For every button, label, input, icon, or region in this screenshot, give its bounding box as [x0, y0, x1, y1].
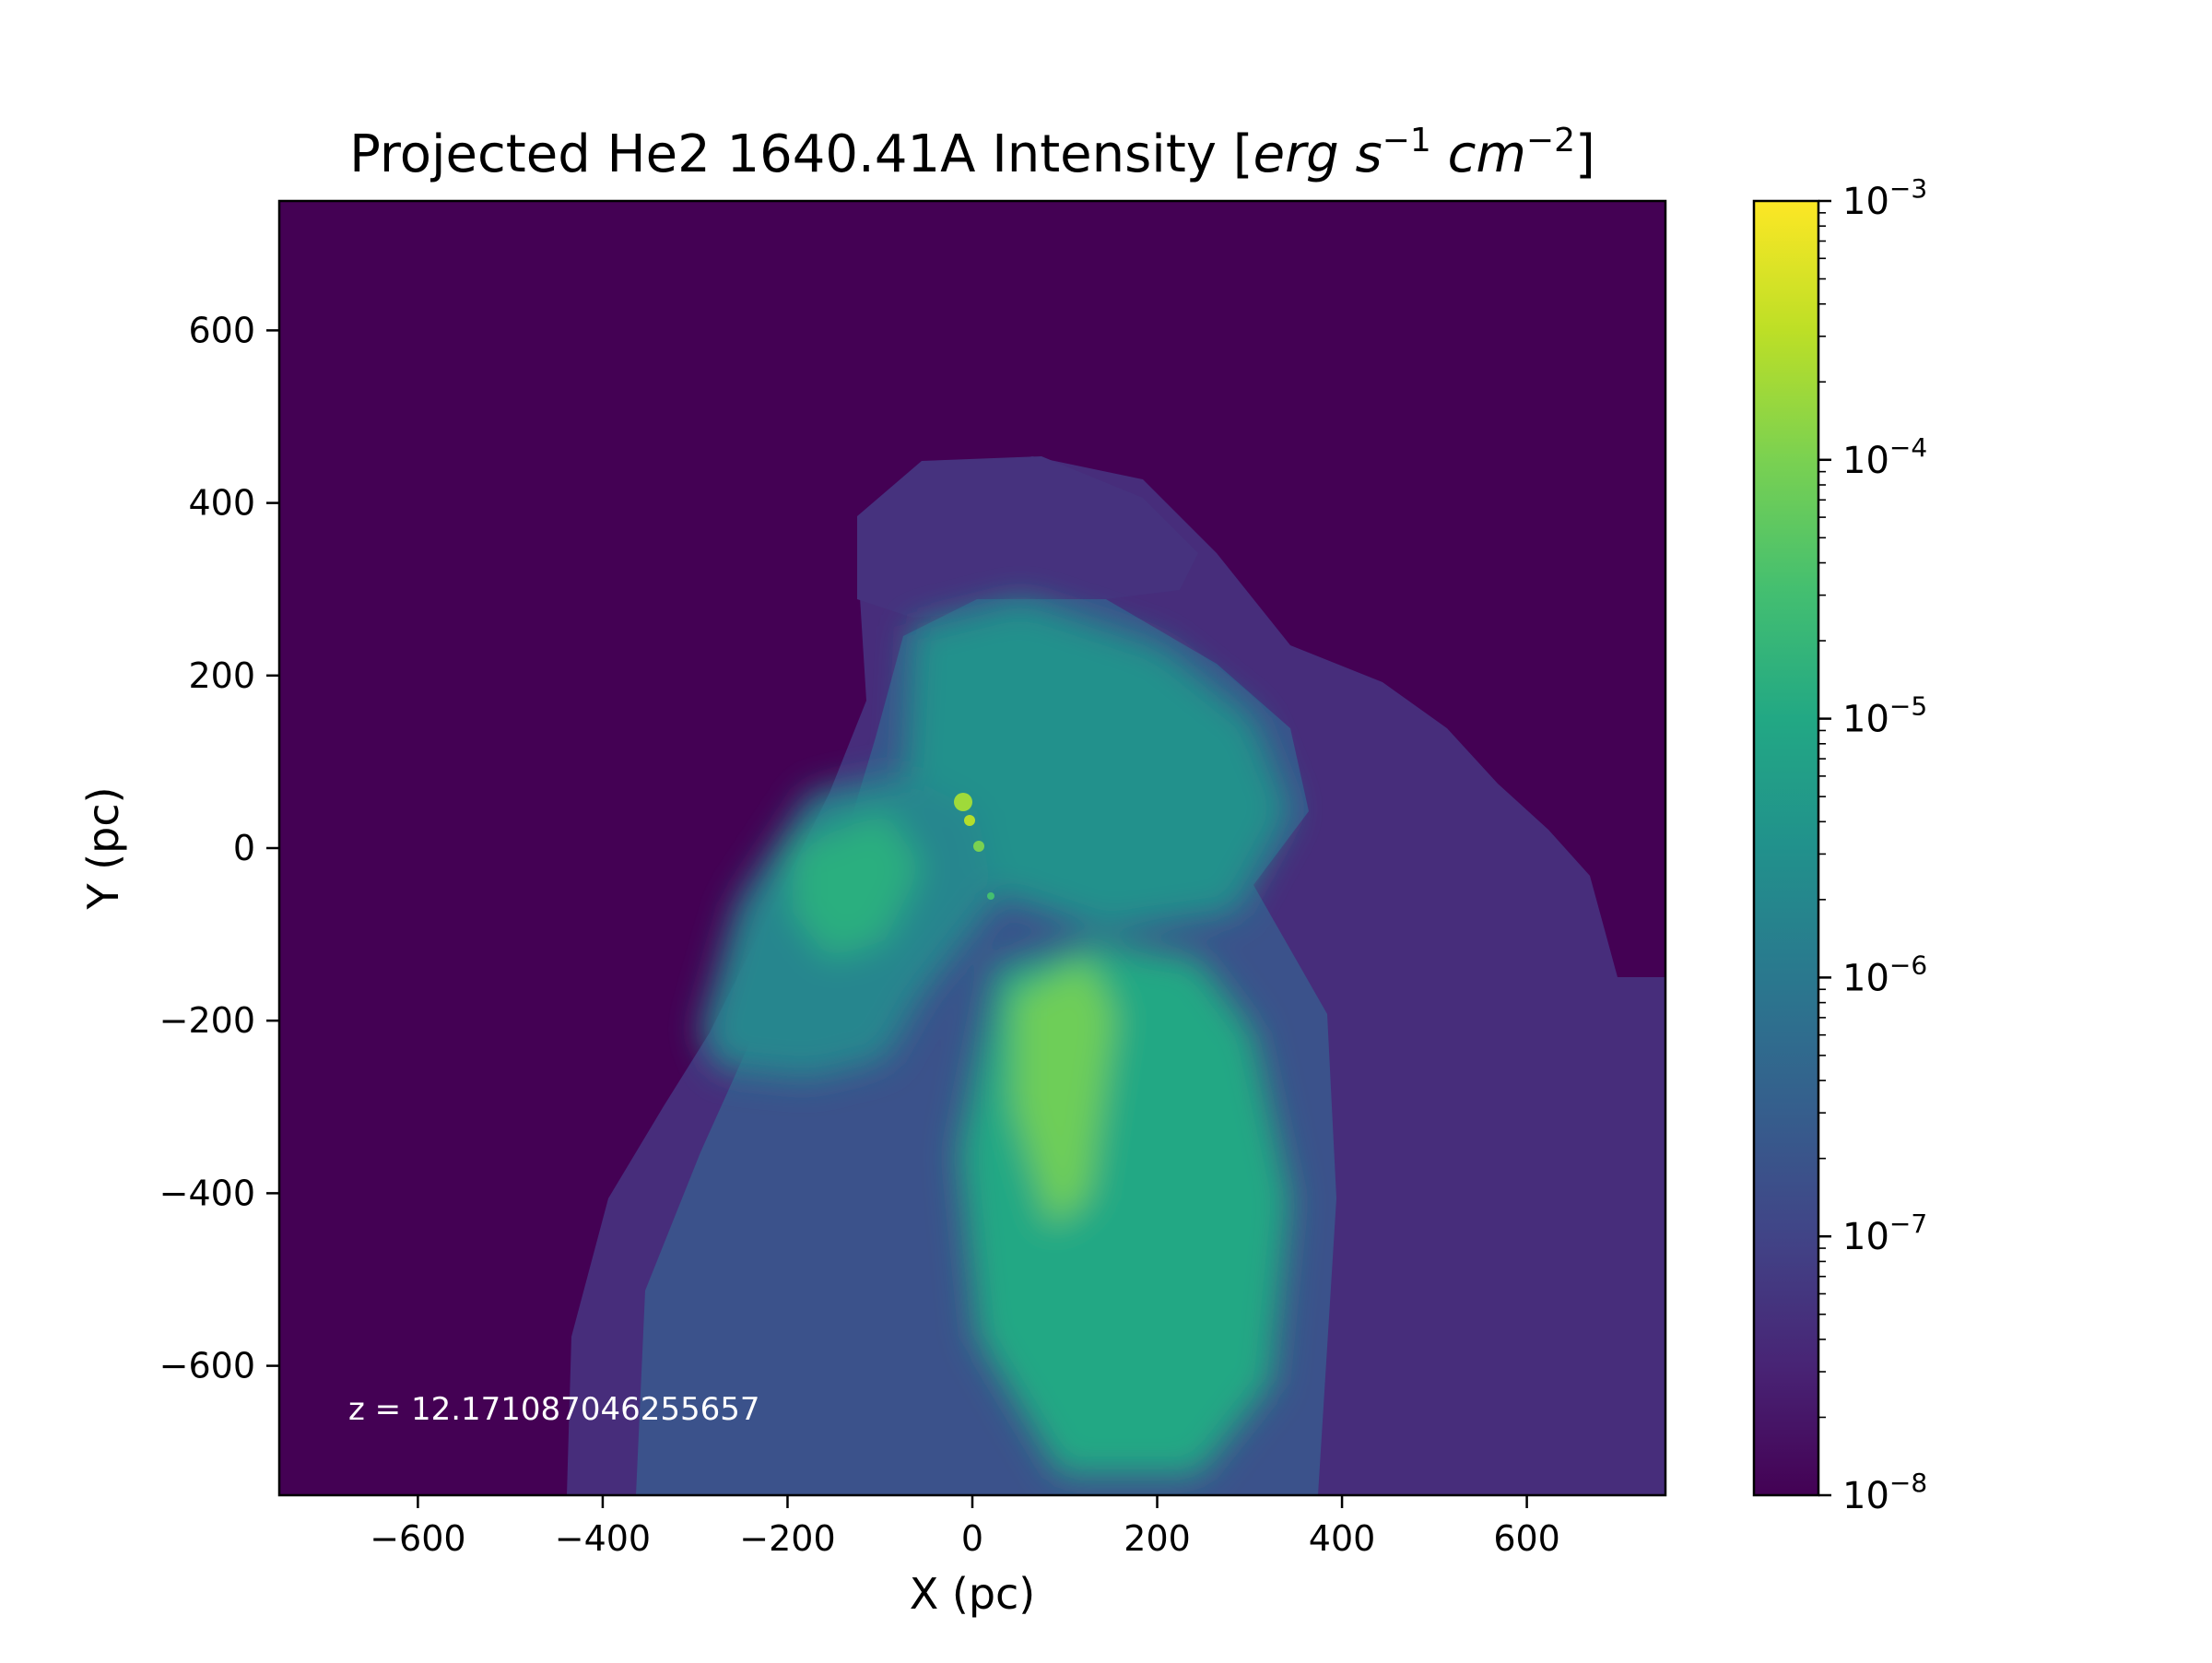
- y-tick-label: 400: [188, 483, 255, 524]
- y-tick-label: −200: [159, 1000, 255, 1041]
- colorbar-tick-label: 10−5: [1842, 691, 1927, 741]
- x-axis: −600 −400 −200 0 200 400 600: [370, 1495, 1560, 1559]
- colorbar-tick-label: 10−8: [1842, 1468, 1927, 1517]
- x-tick-label: −200: [739, 1518, 835, 1559]
- x-axis-label: X (pc): [910, 1569, 1036, 1619]
- colorbar-tick-label: 10−3: [1842, 173, 1927, 223]
- heatmap-image: [279, 201, 1665, 1495]
- bright-knot: [987, 892, 994, 900]
- x-tick-label: −600: [370, 1518, 465, 1559]
- x-tick-label: 0: [961, 1518, 983, 1559]
- colorbar-tick-label: 10−4: [1842, 432, 1927, 482]
- bright-knot: [964, 815, 975, 826]
- x-tick-label: 400: [1309, 1518, 1376, 1559]
- upper-cap: [857, 456, 1198, 618]
- colorbar: [1752, 199, 1820, 1497]
- colorbar-tick-label: 10−6: [1842, 949, 1927, 999]
- y-tick-label: −600: [159, 1346, 255, 1386]
- colorbar-tick-label: 10−7: [1842, 1209, 1927, 1258]
- bright-knot: [973, 841, 984, 852]
- y-tick-label: 600: [188, 310, 255, 350]
- chart-title: Projected He2 1640.41A Intensity [erg s−…: [349, 122, 1595, 184]
- y-tick-label: −400: [159, 1173, 255, 1213]
- x-tick-label: 200: [1124, 1518, 1191, 1559]
- x-tick-label: −400: [555, 1518, 651, 1559]
- y-tick-label: 200: [188, 655, 255, 696]
- redshift-annotation: z = 12.171087046255657: [348, 1391, 760, 1428]
- y-axis-label: Y (pc): [78, 786, 128, 910]
- y-tick-label: 0: [233, 828, 255, 868]
- y-axis: −600 −400 −200 0 200 400 600: [159, 310, 279, 1386]
- x-tick-label: 600: [1493, 1518, 1560, 1559]
- bright-knot: [954, 793, 972, 811]
- colorbar-axis: 10−8 10−7 10−6 10−5 10−4 10−3: [1818, 173, 1927, 1517]
